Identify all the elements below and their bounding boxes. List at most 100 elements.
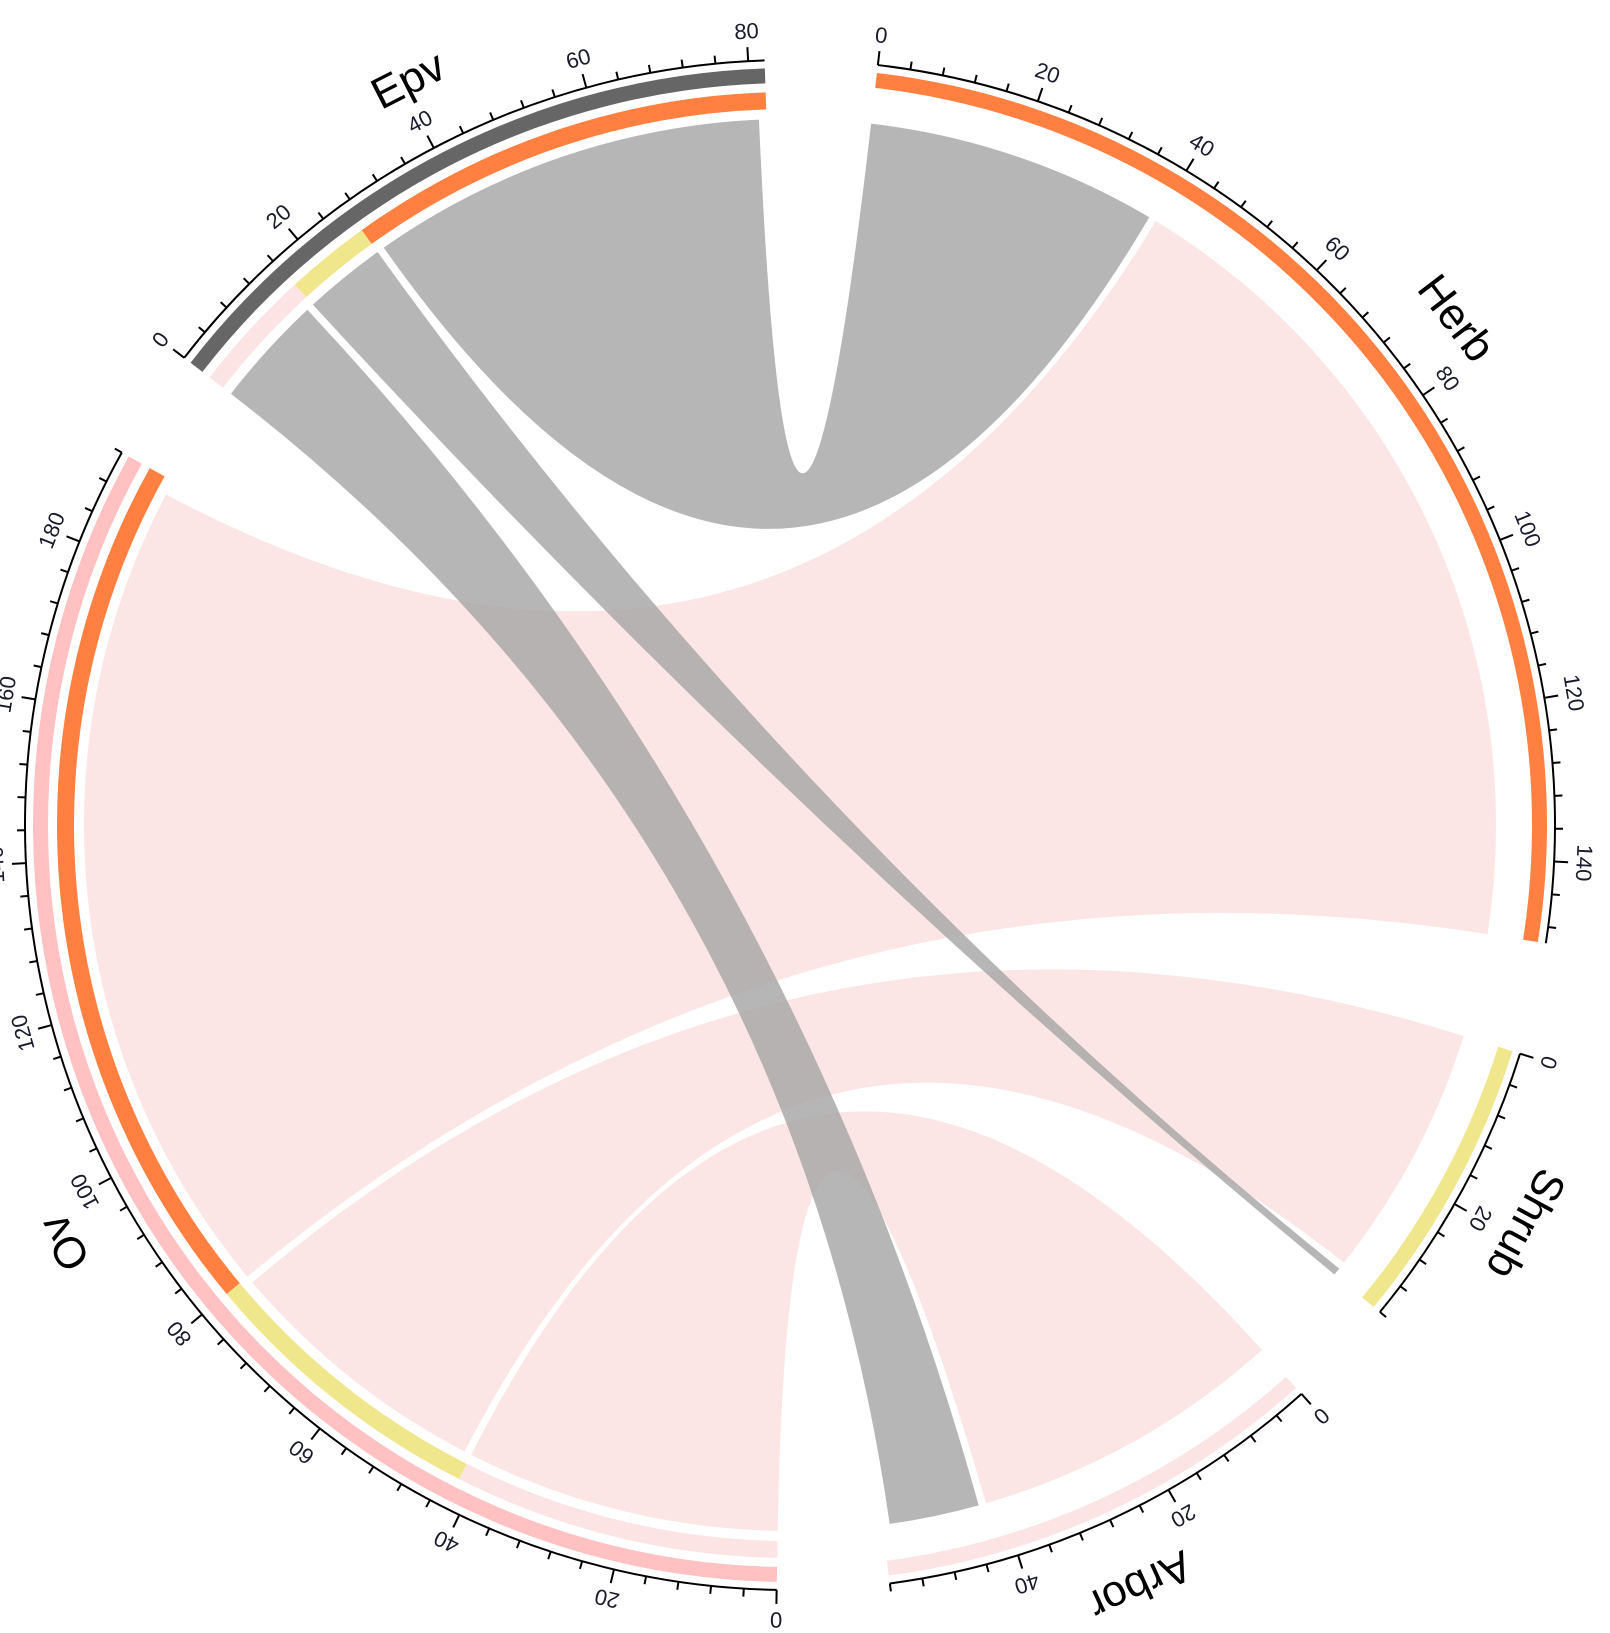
tick-ov-68 — [263, 1385, 271, 1393]
tick-herb-144 — [1551, 893, 1560, 897]
tick-shrub-32 — [1399, 1285, 1408, 1292]
tick-shrub-24 — [1437, 1231, 1445, 1238]
tick-herb-80 — [1422, 386, 1436, 397]
tick-ov-80 — [190, 1313, 203, 1325]
tick-arbor-20 — [1167, 1489, 1177, 1503]
tick-epv-44 — [458, 125, 465, 134]
tick-ov-156 — [22, 729, 31, 733]
tick-ov-180 — [66, 535, 80, 543]
tick-herb-140 — [1554, 860, 1569, 864]
tick-ov-128 — [29, 960, 38, 964]
tick-herb-116 — [1537, 662, 1547, 667]
axis-shrub — [1379, 1053, 1521, 1313]
tick-herb-28 — [1098, 117, 1104, 126]
segment-epv-1 — [294, 230, 372, 298]
tick-herb-32 — [1127, 131, 1134, 140]
tick-label-ov-60: 60 — [284, 1435, 319, 1470]
segment-ov-1 — [226, 1283, 467, 1480]
tick-epv-4 — [198, 326, 206, 334]
tick-shrub-4 — [1509, 1083, 1518, 1089]
tick-ov-84 — [174, 1287, 183, 1295]
sector-label-herb: Herb — [1408, 266, 1505, 372]
tick-herb-76 — [1403, 362, 1411, 370]
tick-ov-172 — [49, 600, 59, 605]
tick-shrub-12 — [1484, 1144, 1493, 1150]
tick-ov-28 — [547, 1551, 552, 1560]
tick-herb-96 — [1486, 505, 1495, 511]
tick-ov-20 — [609, 1569, 615, 1584]
tick-label-herb-100: 100 — [1509, 507, 1546, 550]
track-arbor — [886, 1376, 1297, 1576]
tick-label-epv-20: 20 — [261, 199, 296, 234]
tick-label-herb-0: 0 — [874, 22, 889, 48]
sector-tracks — [32, 68, 1547, 1582]
tick-ov-44 — [425, 1499, 431, 1508]
tick-label-herb-140: 140 — [1571, 844, 1598, 882]
tick-ov-8 — [709, 1585, 713, 1594]
tick-epv-12 — [242, 277, 250, 285]
axis-herb — [877, 64, 1556, 944]
tick-epv-68 — [647, 64, 652, 74]
tick-epv-20 — [287, 228, 299, 241]
tick-ov-72 — [239, 1362, 247, 1370]
link-epv-arbor-3 — [230, 309, 979, 1524]
tick-shrub-36 — [1379, 1311, 1387, 1318]
tick-herb-8 — [941, 67, 946, 76]
tick-shrub-20 — [1454, 1203, 1468, 1212]
tick-herb-36 — [1157, 146, 1163, 155]
link-epv-shrub-4 — [312, 252, 1340, 1275]
segment-epv-2 — [361, 92, 767, 244]
tick-epv-40 — [426, 135, 435, 149]
tick-herb-56 — [1291, 241, 1299, 249]
tick-ov-168 — [40, 632, 50, 637]
tick-label-herb-40: 40 — [1185, 128, 1219, 162]
tick-ov-140 — [11, 862, 27, 865]
tick-ov-96 — [119, 1205, 128, 1212]
tick-ov-48 — [396, 1483, 403, 1492]
tick-herb-88 — [1456, 446, 1465, 452]
tick-herb-104 — [1511, 567, 1520, 572]
tick-epv-56 — [551, 89, 556, 98]
tick-ov-160 — [21, 696, 36, 701]
tick-herb-24 — [1067, 104, 1073, 113]
tick-label-epv-80: 80 — [734, 18, 760, 44]
tick-herb-48 — [1240, 200, 1247, 208]
tick-label-epv-60: 60 — [563, 43, 593, 74]
tick-epv-48 — [489, 112, 495, 121]
tick-shrub-8 — [1497, 1114, 1506, 1120]
tick-herb-120 — [1544, 694, 1559, 699]
tick-ov-188 — [98, 477, 107, 483]
tick-herb-68 — [1361, 311, 1370, 319]
tick-herb-60 — [1315, 259, 1328, 271]
tick-ov-40 — [452, 1514, 461, 1528]
tick-ov-56 — [340, 1447, 348, 1456]
tick-herb-84 — [1440, 417, 1449, 424]
tick-label-arbor-40: 40 — [1012, 1568, 1043, 1599]
tick-label-ov-40: 40 — [430, 1525, 463, 1558]
tick-ov-52 — [368, 1466, 375, 1474]
tick-ov-124 — [35, 992, 44, 996]
tick-label-ov-0: 0 — [770, 1607, 783, 1632]
tick-epv-32 — [371, 173, 378, 182]
tick-herb-112 — [1530, 630, 1539, 635]
tick-ov-88 — [155, 1261, 163, 1268]
track-ov — [32, 456, 778, 1582]
tick-arbor-28 — [1109, 1519, 1115, 1528]
sector-label-epv: Epv — [363, 41, 453, 119]
tick-label-epv-0: 0 — [147, 327, 174, 352]
tick-ov-60 — [310, 1427, 321, 1441]
tick-epv-16 — [266, 254, 274, 262]
tick-epv-80 — [746, 47, 750, 62]
tick-herb-128 — [1552, 761, 1561, 765]
link-ov-herb-2 — [84, 221, 1496, 1277]
track-shrub — [1362, 1046, 1513, 1307]
tick-ov-36 — [485, 1528, 491, 1537]
segment-ov-0 — [459, 1463, 778, 1558]
tick-epv-60 — [581, 73, 588, 88]
tick-epv-28 — [344, 192, 351, 200]
tick-arbor-16 — [1195, 1472, 1202, 1481]
tick-label-shrub-20: 20 — [1464, 1202, 1498, 1236]
tick-epv-72 — [680, 59, 684, 68]
tick-ov-192 — [114, 447, 123, 454]
tick-epv-8 — [219, 301, 228, 309]
